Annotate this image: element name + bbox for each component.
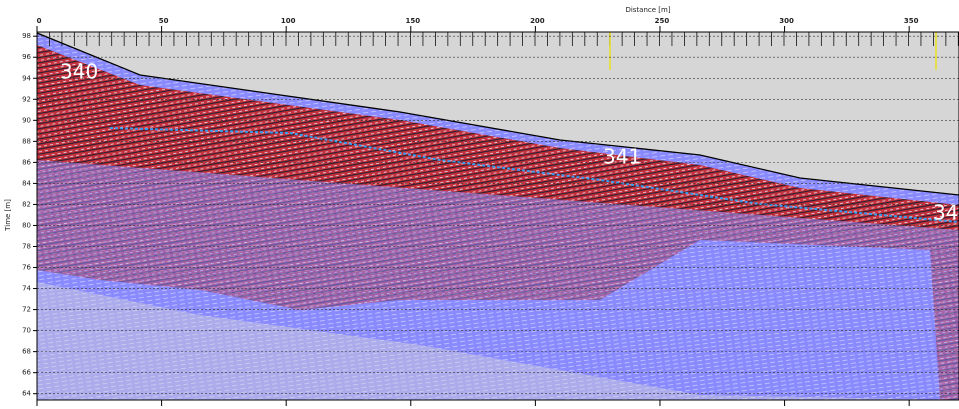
y-tick-label: 90 — [22, 116, 31, 124]
y-tick-label: 66 — [22, 369, 31, 377]
y-tick-label: 86 — [22, 158, 31, 166]
y-tick-label: 82 — [22, 200, 31, 208]
x-tick-label: 300 — [779, 17, 794, 25]
y-tick-label: 72 — [22, 306, 31, 314]
y-tick-label: 64 — [22, 390, 31, 398]
attenuation-zone — [37, 160, 959, 400]
y-tick-label: 74 — [22, 285, 31, 293]
annotation: 340 — [60, 60, 98, 84]
y-tick-label: 98 — [22, 32, 31, 40]
x-tick-label: 350 — [904, 17, 919, 25]
x-axis-label: Distance [m] — [625, 6, 670, 14]
y-tick-label: 84 — [22, 179, 31, 187]
surface-line — [36, 32, 959, 196]
interface-line — [109, 127, 959, 223]
y-tick-label: 78 — [22, 242, 31, 250]
x-tick-label: 200 — [530, 17, 545, 25]
y-tick-label: 68 — [22, 348, 31, 356]
y-tick-label: 70 — [22, 327, 31, 335]
y-tick-label: 76 — [22, 264, 31, 272]
y-axis-label: Time [m] — [4, 199, 12, 232]
x-tick-label: 50 — [159, 17, 169, 25]
y-tick-label: 94 — [22, 74, 31, 82]
x-tick-label: 100 — [281, 17, 296, 25]
x-tick-label: 0 — [37, 17, 42, 25]
annotation: 34 — [933, 201, 958, 225]
y-tick-label: 88 — [22, 137, 31, 145]
x-tick-label: 250 — [655, 17, 670, 25]
y-tick-label: 96 — [22, 53, 31, 61]
y-tick-label: 92 — [22, 95, 31, 103]
y-tick-label: 80 — [22, 221, 31, 229]
x-tick-label: 150 — [405, 17, 420, 25]
annotation: 341 — [603, 145, 641, 169]
plot-frame — [36, 31, 959, 401]
